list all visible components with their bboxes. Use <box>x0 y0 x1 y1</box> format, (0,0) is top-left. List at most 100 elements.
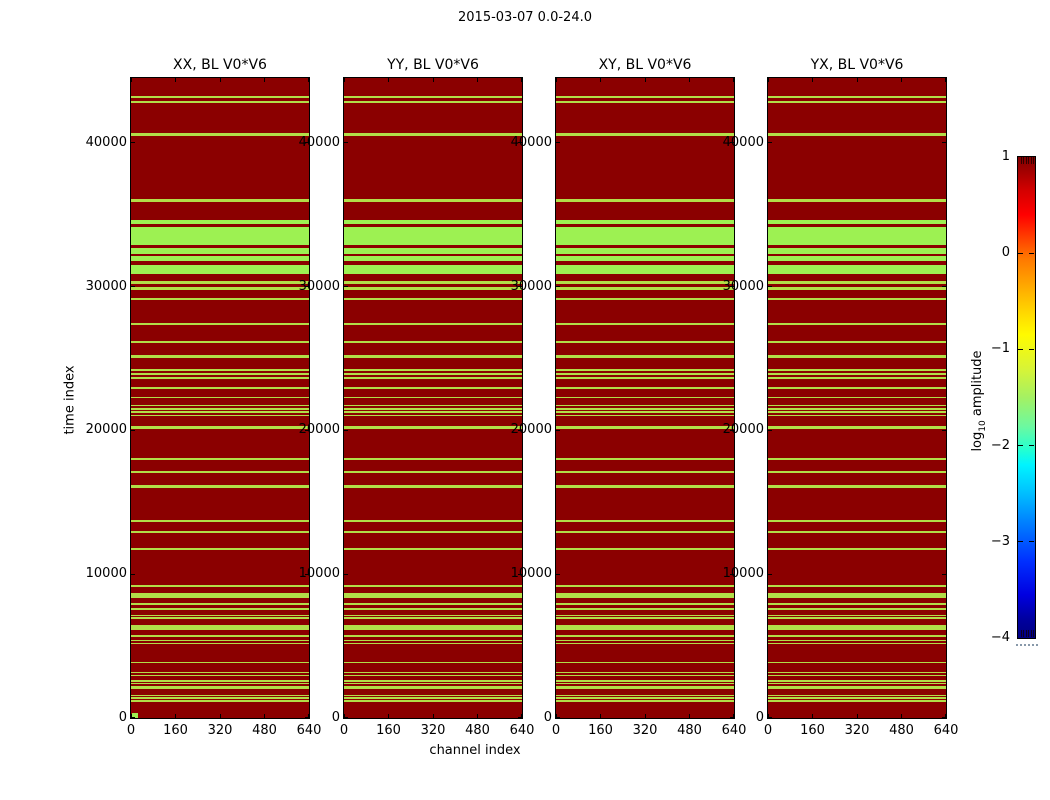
heatmap-panel <box>130 77 310 719</box>
y-tick-mark <box>518 142 522 144</box>
flagged-stripe <box>344 485 522 488</box>
flagged-band <box>768 226 946 245</box>
y-tick-mark <box>942 286 946 288</box>
colorbar-underline-dots <box>1016 644 1038 646</box>
flagged-stripe <box>768 642 946 645</box>
flagged-stripe <box>344 697 522 699</box>
y-tick-mark <box>768 573 772 575</box>
flagged-stripe <box>131 287 309 290</box>
flagged-stripe <box>768 671 946 674</box>
colorbar-label-rest: amplitude <box>970 350 986 421</box>
flagged-stripe <box>768 584 946 588</box>
flagged-stripe <box>344 198 522 202</box>
y-tick-mark <box>305 142 309 144</box>
flagged-stripe <box>131 520 309 523</box>
x-tick-mark <box>175 714 176 718</box>
y-tick-mark <box>768 142 772 144</box>
flagged-stripe <box>768 297 946 301</box>
flagged-stripe <box>768 95 946 98</box>
flagged-stripe <box>768 198 946 202</box>
y-tick-label: 20000 <box>298 422 340 438</box>
y-tick-label: 0 <box>755 710 764 725</box>
x-tick-label: 640 <box>933 723 959 738</box>
y-tick-mark <box>556 286 560 288</box>
flagged-stripe <box>131 355 309 358</box>
x-tick-mark <box>264 78 265 82</box>
x-tick-mark <box>644 714 646 718</box>
y-tick-mark <box>730 573 734 575</box>
flagged-stripe <box>556 281 734 285</box>
flagged-stripe <box>344 614 522 617</box>
y-tick-mark <box>730 286 734 288</box>
flagged-stripe <box>556 602 734 605</box>
flagged-stripe <box>768 531 946 534</box>
flagged-stripe <box>344 699 522 702</box>
flagged-stripe <box>131 457 309 461</box>
colorbar-comb-mark <box>1033 157 1034 164</box>
y-tick-label: 30000 <box>722 278 764 294</box>
colorbar-tick-label: −4 <box>990 630 1010 645</box>
y-tick-label: 20000 <box>722 422 764 438</box>
flagged-stripe <box>131 404 309 407</box>
x-tick-label: 160 <box>588 723 613 738</box>
flagged-stripe <box>344 602 522 605</box>
flagged-stripe <box>344 635 522 638</box>
flagged-band <box>344 226 522 245</box>
x-axis-label: channel index <box>429 743 521 758</box>
x-tick-mark <box>901 78 902 82</box>
x-tick-label: 320 <box>844 723 870 738</box>
flagged-stripe <box>131 531 309 534</box>
panel-title: YX, BL V0*V6 <box>810 57 904 73</box>
x-tick-label: 480 <box>252 723 277 738</box>
y-tick-mark <box>344 573 348 575</box>
flagged-stripe <box>131 614 309 617</box>
flagged-stripe <box>131 642 309 645</box>
x-tick-label: 0 <box>551 723 561 738</box>
colorbar-label-log: log <box>970 431 986 452</box>
x-tick-mark <box>308 78 309 82</box>
x-tick-mark <box>432 714 434 718</box>
flagged-stripe <box>768 373 946 375</box>
y-tick-mark <box>131 573 135 575</box>
flagged-stripe <box>131 624 309 630</box>
flagged-stripe <box>768 674 946 677</box>
x-tick-mark <box>308 714 309 718</box>
panel-title: XY, BL V0*V6 <box>598 57 692 73</box>
colorbar-tick-label: 1 <box>1001 149 1010 164</box>
flagged-stripe <box>344 341 522 344</box>
flagged-stripe <box>131 373 309 375</box>
flagged-stripe <box>556 457 734 461</box>
flagged-stripe <box>131 699 309 702</box>
flagged-stripe <box>344 411 522 414</box>
colorbar-tick-label: −1 <box>990 341 1010 357</box>
flagged-stripe <box>131 426 309 430</box>
flagged-stripe <box>556 95 734 98</box>
x-tick-label: 0 <box>126 723 136 738</box>
y-tick-mark <box>305 429 309 431</box>
y-tick-mark <box>305 717 309 718</box>
colorbar-tick-mark <box>1018 348 1023 350</box>
flagged-stripe <box>556 387 734 390</box>
flagged-stripe <box>344 387 522 390</box>
flagged-stripe <box>768 485 946 488</box>
x-tick-label: 160 <box>800 723 825 738</box>
flagged-stripe <box>131 694 309 697</box>
y-tick-mark <box>556 717 560 718</box>
flagged-band <box>768 219 946 224</box>
flagged-stripe <box>344 642 522 645</box>
panel-title: YY, BL V0*V6 <box>387 57 479 73</box>
flagged-stripe <box>131 697 309 699</box>
flagged-stripe <box>768 426 946 430</box>
flagged-stripe <box>344 355 522 358</box>
flagged-stripe <box>131 297 309 301</box>
flagged-stripe <box>131 414 309 417</box>
x-tick-label: 0 <box>339 723 349 738</box>
flagged-stripe <box>768 287 946 290</box>
flagged-stripe <box>556 531 734 534</box>
x-tick-mark <box>219 78 221 82</box>
y-tick-mark <box>344 142 348 144</box>
flagged-stripe <box>131 407 309 410</box>
flagged-stripe <box>131 281 309 285</box>
colorbar-comb-mark <box>1033 630 1034 637</box>
flagged-stripe <box>131 387 309 390</box>
